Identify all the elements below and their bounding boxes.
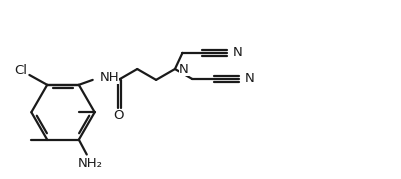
Text: O: O: [113, 109, 124, 122]
Text: N: N: [232, 46, 242, 59]
Text: NH: NH: [99, 71, 119, 84]
Text: N: N: [178, 62, 188, 76]
Text: NH₂: NH₂: [78, 157, 103, 170]
Text: N: N: [244, 72, 253, 85]
Text: Cl: Cl: [14, 64, 27, 78]
